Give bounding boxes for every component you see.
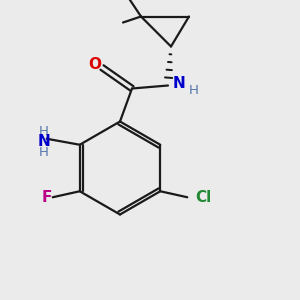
Text: O: O <box>88 57 101 72</box>
Text: N: N <box>38 134 50 149</box>
Text: H: H <box>189 83 198 97</box>
Text: F: F <box>41 190 52 205</box>
Text: H: H <box>39 125 49 138</box>
Text: H: H <box>39 146 49 159</box>
Text: Cl: Cl <box>195 190 211 205</box>
Text: N: N <box>172 76 185 92</box>
